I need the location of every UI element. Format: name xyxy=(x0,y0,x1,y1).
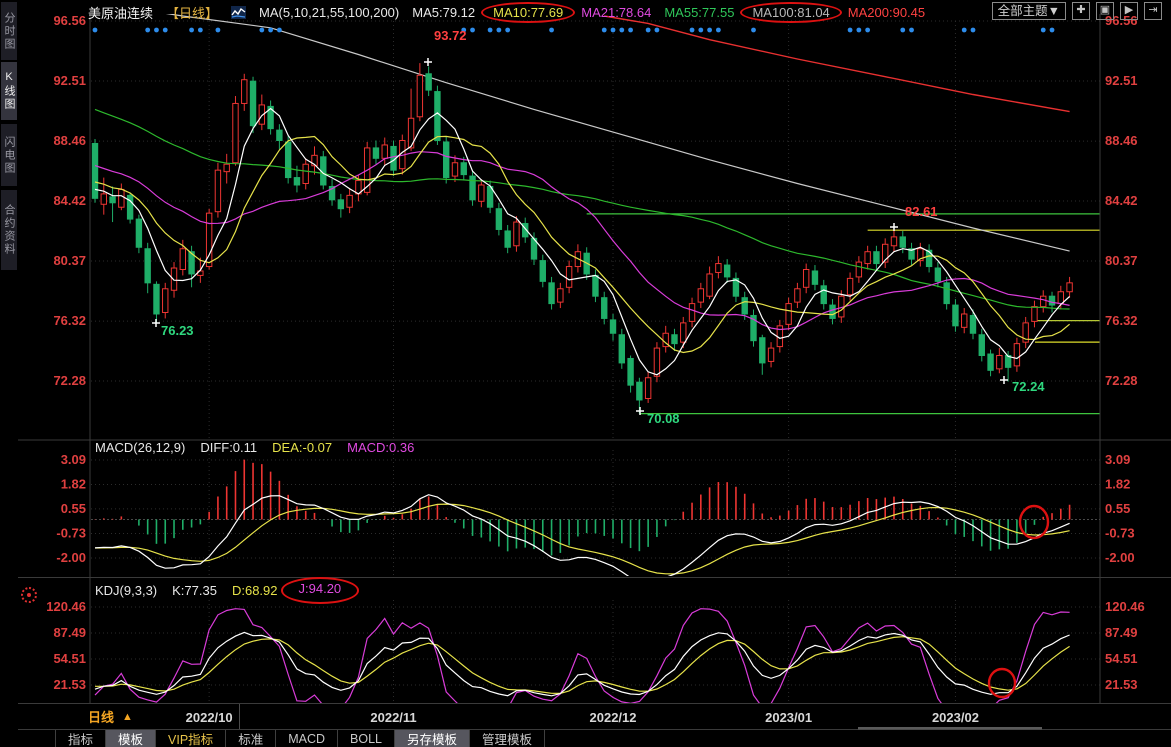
axis-label: 21.53 xyxy=(53,677,86,692)
axis-label: 54.51 xyxy=(53,651,86,666)
macd-pane xyxy=(91,450,1100,576)
kdj-d-value: D:68.92 xyxy=(231,583,278,598)
axis-label: 92.51 xyxy=(53,73,86,88)
kline-chart-icon[interactable] xyxy=(231,6,247,19)
header-controls: 全部主题▼ ✚ ▣ ▶ ⇥ xyxy=(991,2,1162,20)
pan-crosshair-icon[interactable]: ✚ xyxy=(1072,2,1090,20)
axis-label: 88.46 xyxy=(53,133,86,148)
indicator-settings-icon[interactable] xyxy=(21,587,37,603)
highlight-circle xyxy=(1018,504,1050,540)
axis-label: -0.73 xyxy=(56,526,86,541)
axis-label: 87.49 xyxy=(53,625,86,640)
ma10-value-circled: MA10:77.69 xyxy=(481,2,576,23)
axis-label: 88.46 xyxy=(1105,133,1138,148)
macd-dea-value: DEA:-0.07 xyxy=(272,440,333,455)
macd-pane-header: MACD(26,12,9) DIFF:0.11 DEA:-0.07 MACD:0… xyxy=(95,440,414,455)
all-themes-button[interactable]: 全部主题▼ xyxy=(991,2,1066,20)
axis-label: -2.00 xyxy=(1105,550,1135,565)
axis-label: 72.28 xyxy=(1105,373,1138,388)
axis-label: 21.53 xyxy=(1105,677,1138,692)
scrollbar-thumb[interactable] xyxy=(858,727,1042,730)
ma5-value: MA5:79.12 xyxy=(412,5,476,20)
candles xyxy=(91,63,1073,414)
symbol-name: 美原油连续 xyxy=(88,6,154,21)
axis-label: 54.51 xyxy=(1105,651,1138,666)
date-label: 2023/02 xyxy=(932,710,979,725)
chart-header: 美原油连续 【日线】 MA(5,10,21,55,100,200) MA5:79… xyxy=(88,2,926,23)
axis-label: -2.00 xyxy=(56,550,86,565)
axis-label: 80.37 xyxy=(53,253,86,268)
axis-label: 1.82 xyxy=(1105,476,1130,491)
sidebar-tab-kline-chart[interactable]: K线图 xyxy=(1,62,17,120)
sidebar-tab-flash-chart[interactable]: 闪电图 xyxy=(1,124,17,186)
axis-label: -0.73 xyxy=(1105,526,1135,541)
collapse-panel-icon[interactable]: ⇥ xyxy=(1144,2,1162,20)
sidebar-tab-contract-info[interactable]: 合约资料 xyxy=(1,190,17,270)
ma55-value: MA55:77.55 xyxy=(664,5,735,20)
toolbar-item-boll[interactable]: BOLL xyxy=(338,730,395,747)
axis-label: 80.37 xyxy=(1105,253,1138,268)
ma100-value-circled: MA100:81.04 xyxy=(740,2,842,23)
axis-label: 3.09 xyxy=(61,452,86,467)
toolbar-item-indicators[interactable]: 指标 xyxy=(55,730,107,747)
price-annotation: 70.08 xyxy=(647,411,680,426)
axis-label: 120.46 xyxy=(1105,599,1145,614)
pane-grid-icon[interactable]: ▣ xyxy=(1096,2,1114,20)
macd-title: MACD(26,12,9) xyxy=(95,440,186,455)
chevron-up-icon: ▲ xyxy=(122,710,133,723)
ma-settings-label: MA(5,10,21,55,100,200) xyxy=(259,5,400,20)
toolbar-item-manage-template[interactable]: 管理模板 xyxy=(470,730,546,747)
price-annotation: 72.24 xyxy=(1012,379,1045,394)
highlight-circle xyxy=(987,667,1017,699)
bottom-toolbar: 指标 模板 VIP指标 标准 MACD BOLL 另存模板 管理模板 xyxy=(55,730,546,747)
sidebar-tab-time-chart[interactable]: 分时图 xyxy=(1,2,17,60)
price-annotation: 82.61 xyxy=(905,204,938,219)
axis-label: 3.09 xyxy=(1105,452,1130,467)
period-tag: 【日线】 xyxy=(166,6,219,21)
price-annotation: 76.23 xyxy=(161,323,194,338)
date-label: 2022/11 xyxy=(370,710,416,725)
price-annotation: 93.72 xyxy=(434,28,467,43)
axis-label: 87.49 xyxy=(1105,625,1138,640)
toolbar-item-save-template[interactable]: 另存模板 xyxy=(394,730,470,747)
main-pane xyxy=(91,14,1100,438)
axis-label: 96.56 xyxy=(53,13,86,28)
toolbar-item-macd[interactable]: MACD xyxy=(276,730,339,747)
kdj-pane-header: KDJ(9,3,3) K:77.35 D:68.92 J:94.20 xyxy=(95,577,360,604)
date-label: 2022/12 xyxy=(590,710,637,725)
axis-label: 76.32 xyxy=(53,313,86,328)
axis-label: 1.82 xyxy=(61,476,86,491)
period-label: 日线 xyxy=(88,710,115,725)
axis-label: 84.42 xyxy=(53,193,86,208)
pane-play-icon[interactable]: ▶ xyxy=(1120,2,1138,20)
toolbar-item-standard[interactable]: 标准 xyxy=(226,730,277,747)
axis-label: 84.42 xyxy=(1105,193,1138,208)
axis-label: 0.55 xyxy=(61,501,86,516)
date-label: 2023/01 xyxy=(765,710,812,725)
axis-label: 76.32 xyxy=(1105,313,1138,328)
kdj-k-value: K:77.35 xyxy=(172,583,217,598)
axis-label: 120.46 xyxy=(46,599,86,614)
left-tab-rail: 分时图 K线图 闪电图 合约资料 xyxy=(0,0,18,747)
ma21-value: MA21:78.64 xyxy=(581,5,652,20)
axis-label: 72.28 xyxy=(53,373,86,388)
kdj-j-value-circled: J:94.20 xyxy=(280,577,360,604)
toolbar-item-vip-indicators[interactable]: VIP指标 xyxy=(156,730,227,747)
period-selector[interactable]: 日线 ▲ xyxy=(55,704,240,729)
kdj-pane xyxy=(91,600,1100,703)
macd-macd-value: MACD:0.36 xyxy=(347,440,415,455)
toolbar-item-template[interactable]: 模板 xyxy=(106,730,157,747)
date-label: 2022/10 xyxy=(186,710,233,725)
macd-diff-value: DIFF:0.11 xyxy=(200,440,258,455)
axis-label: 92.51 xyxy=(1105,73,1138,88)
axis-label: 0.55 xyxy=(1105,501,1130,516)
kdj-title: KDJ(9,3,3) xyxy=(95,583,158,598)
ma200-value: MA200:90.45 xyxy=(847,5,926,20)
